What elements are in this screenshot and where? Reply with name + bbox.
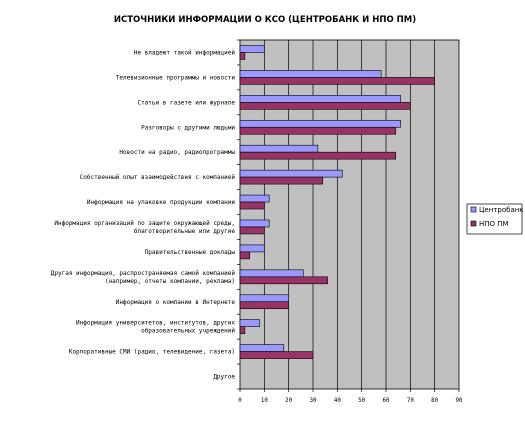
bar-npo-pm [239,77,435,85]
bar-npo-pm [239,201,265,210]
bar-centrobank [239,319,260,327]
bar-npo-pm [239,351,314,359]
bar-npo-pm [239,102,411,110]
bar-centrobank [239,119,401,128]
chart-title: ИСТОЧНИКИ ИНФОРМАЦИИ О КСО (ЦЕНТРОБАНК И… [114,15,416,25]
x-tick-label: 50 [358,398,365,404]
category-label: Разговоры с другими людьми [141,124,235,131]
legend-swatch [470,220,477,227]
bar-npo-pm [239,326,246,334]
bar-centrobank [239,45,265,53]
x-axis-ticks: 0 10 20 30 40 50 60 70 80 90 [237,39,463,404]
legend: Центробанк НПО ПМ [466,203,524,235]
bar-npo-pm [239,126,397,135]
category-label: Другая информация, распространяемая само… [51,270,236,285]
plot-area [239,39,460,390]
category-label: Телевизионные программы и новости [116,74,236,81]
bar-npo-pm [239,251,251,260]
x-tick-label: 90 [456,398,463,404]
category-label: Собственный опыт взаимодействия с компан… [80,174,236,181]
category-label: Другое [213,374,235,381]
category-label: Новости на радио, радиопрограммы [119,149,235,156]
bar-centrobank [239,95,401,103]
plot-background [239,39,460,390]
legend-label: Центробанк [479,206,524,214]
category-label: Информация организаций по защите окружаю… [54,220,235,235]
bar-npo-pm [239,301,289,310]
x-tick-label: 40 [334,398,341,404]
bar-centrobank [239,169,343,178]
x-tick-label: 80 [431,398,438,404]
legend-swatch [470,206,477,213]
category-label: Информация о компании в Интернете [116,299,236,306]
bar-centrobank [239,344,285,352]
bar-npo-pm [239,52,246,60]
category-label: Информация университетов, институтов, др… [76,320,235,335]
bar-centrobank [239,194,270,203]
category-label: Не владеют такой информацией [134,49,236,56]
category-label: Информация на упаковке продукции компани… [87,199,235,206]
x-tick-label: 10 [261,398,268,404]
x-tick-label: 60 [383,398,390,404]
category-label: Корпоративные СМИ (радио, телевидение, г… [69,349,235,356]
category-label: Правительственные доклады [145,249,236,256]
x-tick-label: 30 [310,398,317,404]
category-label: Статьи в газете или журнале [137,99,235,106]
bar-npo-pm [239,151,397,160]
category-labels: Не владеют такой информацией Телевизионны… [51,49,236,380]
bar-centrobank [239,219,270,228]
x-tick-label: 0 [238,398,242,404]
bar-npo-pm [239,226,265,235]
x-tick-label: 70 [407,398,414,404]
bar-npo-pm [239,176,324,185]
bar-npo-pm [239,276,328,285]
bar-centrobank [239,294,289,303]
x-tick-label: 20 [285,398,292,404]
legend-label: НПО ПМ [479,220,509,228]
bar-centrobank [239,70,382,78]
bar-centrobank [239,244,265,253]
bar-centrobank [239,269,304,278]
bar-centrobank [239,144,319,153]
